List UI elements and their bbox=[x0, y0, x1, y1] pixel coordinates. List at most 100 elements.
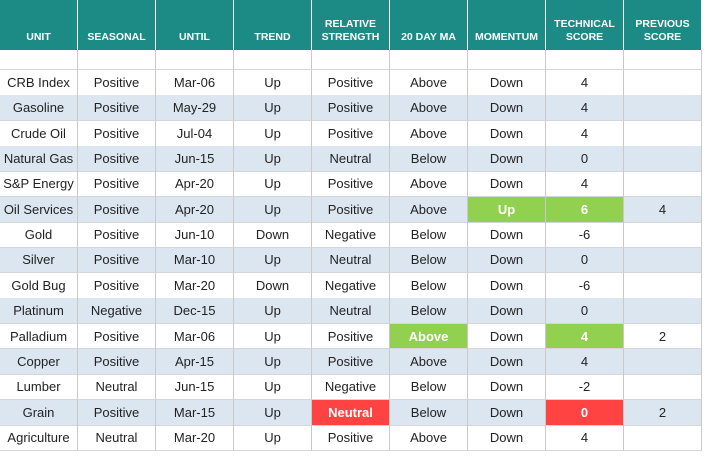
table-cell: Above bbox=[390, 323, 468, 350]
header-cell: PREVIOUS SCORE bbox=[624, 0, 702, 50]
table-cell: Positive bbox=[78, 272, 156, 299]
table-cell: Positive bbox=[312, 171, 390, 198]
table-cell: Positive bbox=[78, 120, 156, 147]
table-cell: Down bbox=[234, 222, 312, 249]
table-cell: Down bbox=[468, 247, 546, 274]
table-cell: Down bbox=[468, 425, 546, 451]
table-cell: Mar-06 bbox=[156, 323, 234, 350]
table-cell: Apr-15 bbox=[156, 348, 234, 375]
table-cell: Up bbox=[468, 196, 546, 223]
table-cell: Below bbox=[390, 374, 468, 401]
table-cell: Positive bbox=[312, 95, 390, 122]
table-cell: 0 bbox=[546, 247, 624, 274]
spacer-cell bbox=[234, 50, 312, 70]
table-cell bbox=[624, 222, 702, 249]
table-cell: Up bbox=[234, 323, 312, 350]
header-cell: TECHNICAL SCORE bbox=[546, 0, 624, 50]
table-cell: -6 bbox=[546, 272, 624, 299]
table-cell: Positive bbox=[78, 323, 156, 350]
table-cell bbox=[624, 348, 702, 375]
table-cell: Up bbox=[234, 146, 312, 172]
table-cell bbox=[624, 171, 702, 198]
row-label: Copper bbox=[0, 348, 78, 375]
table-cell: Negative bbox=[312, 272, 390, 299]
table-cell: 4 bbox=[546, 70, 624, 96]
table-cell: Down bbox=[468, 171, 546, 198]
table-cell: Above bbox=[390, 120, 468, 147]
spacer-cell bbox=[468, 50, 546, 70]
row-label: Gasoline bbox=[0, 95, 78, 122]
table-cell: 0 bbox=[546, 298, 624, 325]
row-label: CRB Index bbox=[0, 70, 78, 96]
table-cell: Positive bbox=[78, 399, 156, 426]
table-cell: Above bbox=[390, 196, 468, 223]
table-cell: Up bbox=[234, 171, 312, 198]
table-cell: Down bbox=[468, 298, 546, 325]
row-label: Palladium bbox=[0, 323, 78, 350]
table-cell: Jun-10 bbox=[156, 222, 234, 249]
table-cell: Up bbox=[234, 95, 312, 122]
table-cell: Positive bbox=[312, 70, 390, 96]
table-cell: Jun-15 bbox=[156, 146, 234, 172]
table-cell bbox=[624, 146, 702, 172]
table-cell: Neutral bbox=[312, 146, 390, 172]
table-cell: 6 bbox=[546, 196, 624, 223]
table-cell: Down bbox=[468, 272, 546, 299]
table-cell: Below bbox=[390, 272, 468, 299]
table-cell: 4 bbox=[546, 348, 624, 375]
row-label: Crude Oil bbox=[0, 120, 78, 147]
row-label: Silver bbox=[0, 247, 78, 274]
table-cell: Apr-20 bbox=[156, 171, 234, 198]
table-cell: Neutral bbox=[312, 247, 390, 274]
row-label: Gold bbox=[0, 222, 78, 249]
table-cell: Positive bbox=[312, 348, 390, 375]
table-cell: Positive bbox=[78, 70, 156, 96]
table-cell: May-29 bbox=[156, 95, 234, 122]
header-cell: RELATIVE STRENGTH bbox=[312, 0, 390, 50]
table-cell: Mar-15 bbox=[156, 399, 234, 426]
header-cell: TREND bbox=[234, 0, 312, 50]
table-cell: 4 bbox=[546, 95, 624, 122]
table-cell: Down bbox=[234, 272, 312, 299]
spacer-cell bbox=[546, 50, 624, 70]
table-cell: Up bbox=[234, 399, 312, 426]
table-cell: Up bbox=[234, 247, 312, 274]
table-cell: Positive bbox=[78, 146, 156, 172]
table-cell: Above bbox=[390, 95, 468, 122]
table-cell: Up bbox=[234, 298, 312, 325]
table-cell: Mar-10 bbox=[156, 247, 234, 274]
header-cell: MOMENTUM bbox=[468, 0, 546, 50]
table-cell: Down bbox=[468, 323, 546, 350]
table-cell: Down bbox=[468, 374, 546, 401]
table-cell: Negative bbox=[78, 298, 156, 325]
table-cell bbox=[624, 95, 702, 122]
table-cell: Up bbox=[234, 425, 312, 451]
table-cell: Apr-20 bbox=[156, 196, 234, 223]
table-cell: Above bbox=[390, 425, 468, 451]
row-label: S&P Energy bbox=[0, 171, 78, 198]
table-cell: Mar-06 bbox=[156, 70, 234, 96]
table-cell: Below bbox=[390, 298, 468, 325]
table-cell: Mar-20 bbox=[156, 272, 234, 299]
table-cell: Down bbox=[468, 348, 546, 375]
table-cell: -2 bbox=[546, 374, 624, 401]
header-cell: SEASONAL bbox=[78, 0, 156, 50]
spacer-cell bbox=[156, 50, 234, 70]
row-label: Agriculture bbox=[0, 425, 78, 451]
table-cell: Positive bbox=[312, 323, 390, 350]
table-cell bbox=[624, 247, 702, 274]
table-cell: Neutral bbox=[78, 374, 156, 401]
table-cell: 4 bbox=[546, 120, 624, 147]
table-cell: 2 bbox=[624, 323, 702, 350]
table-cell: Up bbox=[234, 70, 312, 96]
table-cell: Up bbox=[234, 348, 312, 375]
table-cell: 2 bbox=[624, 399, 702, 426]
table-cell bbox=[624, 425, 702, 451]
table-cell: Above bbox=[390, 171, 468, 198]
table-cell: Positive bbox=[78, 247, 156, 274]
table-cell: Below bbox=[390, 222, 468, 249]
table-cell bbox=[624, 374, 702, 401]
table-cell: Up bbox=[234, 374, 312, 401]
table-cell: Down bbox=[468, 70, 546, 96]
